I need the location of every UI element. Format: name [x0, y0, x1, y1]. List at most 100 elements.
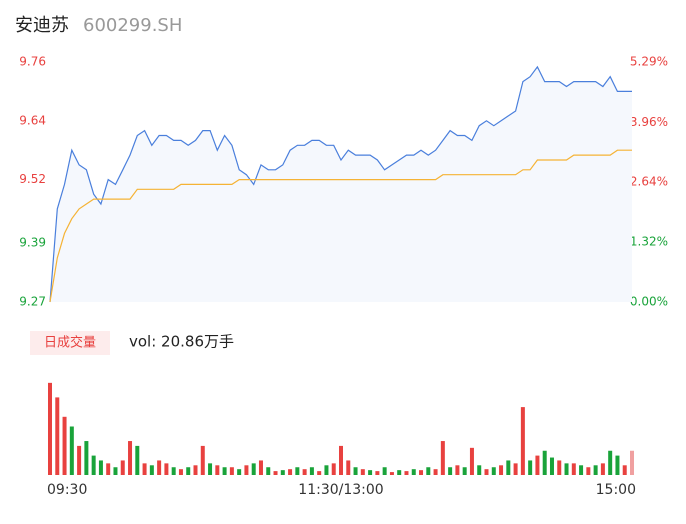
volume-bar — [309, 467, 314, 475]
volume-bar — [469, 447, 474, 475]
y2-tick-label: 0.00% — [630, 295, 668, 309]
volume-bar — [615, 455, 620, 475]
volume-bar — [266, 467, 271, 475]
volume-bar — [229, 467, 234, 475]
volume-bar — [513, 463, 518, 475]
volume-bar — [157, 460, 162, 475]
volume-bar — [542, 450, 547, 475]
volume-bar — [506, 460, 511, 475]
volume-bar — [258, 460, 263, 475]
volume-bar — [579, 465, 584, 475]
volume-bar — [171, 467, 176, 475]
y2-tick-label: 3.96% — [630, 115, 668, 129]
volume-bar — [324, 465, 329, 475]
volume-bar — [295, 467, 300, 475]
volume-label-box — [30, 331, 110, 355]
average-line — [49, 149, 632, 303]
volume-bar — [55, 397, 60, 475]
volume-bar — [178, 469, 183, 475]
volume-bar — [135, 445, 140, 475]
volume-bar — [564, 463, 569, 475]
volume-bar — [288, 469, 293, 475]
volume-bar — [353, 467, 358, 475]
volume-bar — [193, 465, 198, 475]
volume-bar — [462, 467, 467, 475]
volume-bar — [120, 460, 125, 475]
volume-bar — [346, 460, 351, 475]
volume-bar — [62, 416, 67, 475]
volume-bar — [571, 463, 576, 475]
volume-bar — [535, 455, 540, 475]
volume-bar — [200, 445, 205, 475]
volume-bar — [302, 469, 307, 475]
volume-bar — [477, 465, 482, 475]
volume-bar — [491, 467, 496, 475]
volume-bar — [222, 467, 227, 475]
volume-title: 日成交量 — [44, 335, 96, 351]
volume-bar — [433, 469, 438, 475]
volume-bar — [593, 465, 598, 475]
volume-bar — [339, 445, 343, 475]
volume-bar — [91, 455, 96, 475]
volume-bar — [84, 441, 89, 475]
volume-bar — [215, 465, 220, 475]
y-tick-label: 9.76 — [19, 55, 46, 69]
volume-bar — [208, 463, 213, 475]
volume-bar — [389, 472, 394, 475]
y-tick-label: 9.27 — [19, 295, 46, 309]
volume-bar — [149, 465, 154, 475]
price-line — [49, 65, 632, 303]
volume-bar — [244, 465, 249, 475]
volume-bar — [317, 471, 322, 475]
volume-bar — [164, 463, 169, 475]
volume-bar — [331, 463, 336, 475]
volume-bar — [251, 463, 256, 475]
volume-bar — [440, 441, 445, 475]
volume-bar — [426, 467, 431, 475]
volume-bar — [549, 457, 554, 475]
volume-bar — [360, 469, 365, 475]
volume-bar — [186, 467, 191, 475]
volume-bar — [106, 463, 111, 475]
volume-bar — [455, 465, 460, 475]
volume-bar — [630, 450, 634, 475]
stock-code: 600299.SH — [83, 15, 182, 36]
volume-bar — [237, 469, 242, 475]
volume-bar — [520, 407, 525, 475]
volume-bar — [622, 465, 627, 475]
volume-bar — [411, 469, 416, 475]
y2-tick-label: 2.64% — [630, 175, 668, 189]
volume-bar — [404, 471, 409, 475]
volume-bar — [128, 441, 133, 475]
volume-bar — [280, 470, 285, 475]
x-tick-label: 11:30/13:00 — [298, 482, 383, 498]
volume-bar — [397, 470, 402, 475]
volume-bar — [48, 382, 52, 475]
stock-name: 安迪苏 — [15, 15, 69, 36]
volume-bar — [528, 460, 533, 475]
volume-bar — [69, 426, 74, 475]
volume-bar — [608, 450, 613, 475]
volume-bar — [600, 463, 605, 475]
y-tick-label: 9.64 — [19, 113, 46, 127]
volume-bar — [273, 471, 278, 475]
volume-bar — [375, 471, 380, 475]
y-tick-label: 9.52 — [19, 172, 46, 186]
y2-tick-label: 1.32% — [630, 235, 668, 249]
y2-tick-label: 5.29% — [630, 55, 668, 69]
volume-bar — [419, 470, 424, 475]
volume-bar — [586, 467, 591, 475]
volume-bar — [368, 470, 373, 475]
x-tick-label: 15:00 — [596, 482, 636, 498]
volume-total: vol: 20.86万手 — [129, 333, 234, 351]
volume-bar — [382, 467, 387, 475]
volume-bar — [98, 460, 103, 475]
volume-bar — [484, 469, 489, 475]
price-area — [50, 66, 632, 303]
volume-bar — [557, 460, 562, 475]
volume-bar — [77, 445, 82, 475]
volume-bar — [113, 467, 118, 475]
x-tick-label: 09:30 — [47, 482, 87, 498]
volume-bar — [448, 467, 453, 475]
